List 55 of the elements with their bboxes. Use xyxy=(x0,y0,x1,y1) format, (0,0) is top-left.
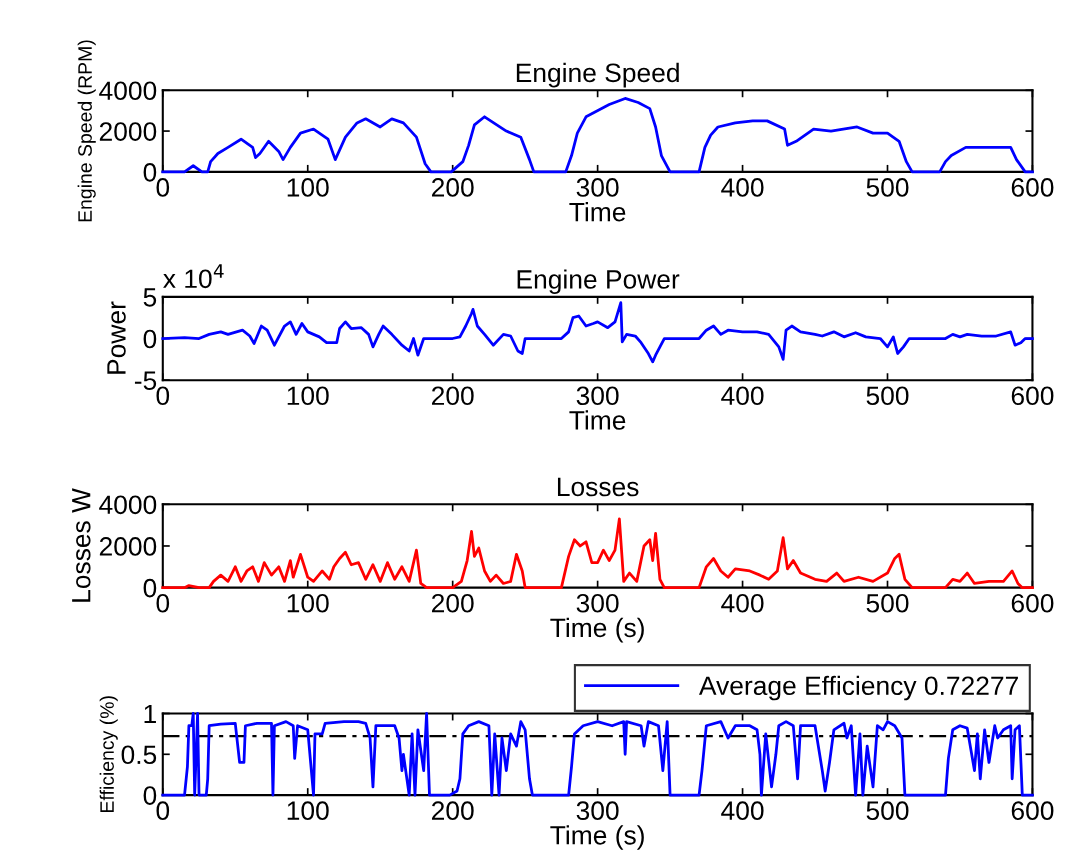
x-tick-label: 200 xyxy=(431,801,474,821)
x-tick-label: 600 xyxy=(1011,178,1054,197)
chart-title: Losses xyxy=(557,477,639,497)
x-tick-label: 100 xyxy=(287,178,329,197)
y-axis-title: Efficiency (%) xyxy=(99,696,118,812)
x-tick-label: 100 xyxy=(287,386,329,406)
chart-title: Engine Power xyxy=(517,269,680,294)
y-axis-title: Losses W xyxy=(72,488,91,602)
x-tick-label: 600 xyxy=(1011,801,1054,821)
y-tick-label: -5 xyxy=(134,371,157,391)
x-axis-title: Time (s) xyxy=(550,825,644,850)
x-tick-label: 200 xyxy=(431,593,474,613)
x-tick-label: 500 xyxy=(866,386,909,406)
x-tick-label: 100 xyxy=(287,801,329,821)
x-tick-label: 600 xyxy=(1011,593,1054,613)
x-tick-label: 0 xyxy=(156,386,170,406)
y-tick-label: 4000 xyxy=(99,81,157,101)
y-tick-label: 2000 xyxy=(99,537,157,556)
x-tick-label: 0 xyxy=(156,178,170,197)
x-tick-label: 500 xyxy=(866,801,909,821)
x-axis-title: Time (s) xyxy=(550,617,644,643)
x-tick-label: 300 xyxy=(576,801,619,821)
y-tick-label: 0 xyxy=(143,786,157,805)
y-tick-label: 0.5 xyxy=(121,745,157,765)
x-tick-label: 0 xyxy=(156,801,170,821)
y-tick-label: 4000 xyxy=(99,495,157,515)
y-tick-label: 5 xyxy=(143,288,157,307)
y-tick-label: 0 xyxy=(143,329,157,349)
y-tick-label: 2000 xyxy=(99,122,157,141)
x-tick-label: 300 xyxy=(576,593,619,613)
line-series xyxy=(161,301,1034,364)
y-tick-label: 0 xyxy=(143,163,157,182)
x-tick-label: 200 xyxy=(431,386,474,406)
x-tick-label: 400 xyxy=(721,178,764,197)
x-tick-label: 300 xyxy=(576,386,619,406)
y-axis-title: Engine Speed (RPM) xyxy=(77,40,96,222)
x-tick-label: 300 xyxy=(576,178,619,197)
y-tick-label: 0 xyxy=(143,578,157,598)
x-tick-label: 200 xyxy=(431,178,474,197)
x-tick-label: 600 xyxy=(1011,386,1054,406)
x-axis-title: Time xyxy=(569,410,626,430)
legend-label: Average Efficiency 0.72277 xyxy=(698,675,1018,701)
text: x 10$^{4}$ xyxy=(163,264,224,289)
x-tick-label: 0 xyxy=(156,593,170,613)
x-tick-label: 500 xyxy=(866,593,909,613)
line-series xyxy=(161,712,1034,797)
y-tick-label: 1 xyxy=(144,704,156,724)
y-axis-title: Power xyxy=(107,301,126,374)
x-tick-label: 400 xyxy=(721,593,764,613)
x-axis-title: Time xyxy=(569,202,626,222)
x-tick-label: 400 xyxy=(721,801,764,821)
x-tick-label: 500 xyxy=(866,178,909,197)
chart-title: Engine Speed xyxy=(516,62,679,88)
x-tick-label: 400 xyxy=(721,386,764,406)
x-tick-label: 100 xyxy=(287,593,329,613)
